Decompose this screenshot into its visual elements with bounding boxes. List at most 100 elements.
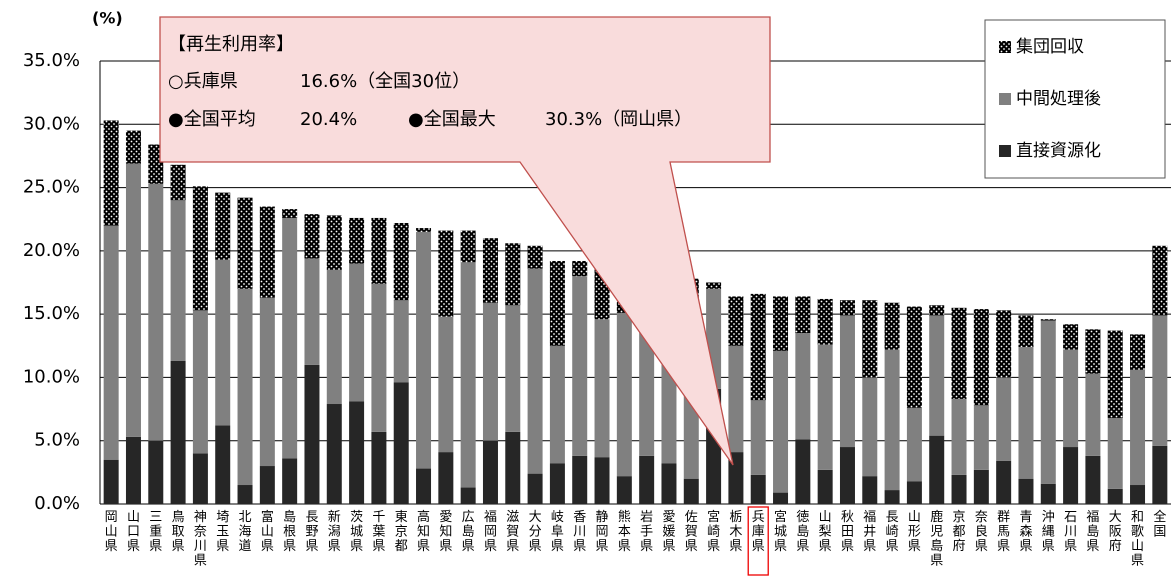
bar-segment (1130, 334, 1146, 370)
bar-segment (416, 228, 432, 232)
bar-segment (750, 293, 766, 401)
bar-segment (527, 268, 543, 474)
bar-segment (951, 398, 967, 475)
bar-segment (482, 302, 498, 441)
bar-segment (304, 258, 320, 365)
x-tick-label: 群馬県 (997, 510, 1010, 554)
bar-segment (282, 209, 298, 218)
bar-segment (1040, 320, 1056, 484)
legend-label: 直接資源化 (1016, 141, 1101, 161)
bar-segment (973, 405, 989, 470)
x-tick-label: 栃木県 (729, 510, 742, 554)
bar-segment (1107, 330, 1123, 418)
y-tick-label: 10.0% (23, 366, 80, 387)
y-tick-label: 0.0% (34, 493, 80, 514)
bar-segment (1040, 319, 1056, 321)
x-tick-label: 奈良県 (975, 510, 988, 554)
bar-segment (460, 230, 476, 263)
bar-segment (750, 474, 766, 504)
callout-text: ●全国平均 (168, 109, 256, 130)
bar-segment (215, 425, 231, 504)
legend-box (984, 19, 1166, 179)
bar-segment (237, 288, 253, 486)
bar-segment (862, 476, 878, 504)
bar-segment (1130, 485, 1146, 504)
x-tick-label: 新潟県 (328, 509, 341, 554)
bar-segment (215, 259, 231, 426)
bar-segment (973, 309, 989, 406)
x-tick-label: 長野県 (305, 510, 318, 554)
bar-segment (906, 407, 922, 482)
x-tick-label: 鳥取県 (172, 510, 185, 554)
bar-segment (839, 300, 855, 316)
x-tick-label: 山梨県 (819, 510, 832, 554)
bar-segment (1152, 315, 1168, 446)
bar-segment (706, 282, 722, 289)
bar-segment (282, 458, 298, 504)
bar-segment (505, 305, 521, 432)
legend-swatch (999, 145, 1011, 157)
bar-segment (371, 217, 387, 284)
bar-segment (884, 349, 900, 491)
bar-segment (884, 490, 900, 504)
bar-segment (862, 300, 878, 378)
x-tick-label: 佐賀県 (685, 510, 698, 554)
bar-segment (416, 231, 432, 469)
bar-segment (996, 377, 1012, 461)
x-tick-label: 大分県 (529, 510, 542, 554)
bar-segment (728, 296, 744, 346)
bar-segment (549, 345, 565, 464)
x-tick-label: 石川県 (1064, 510, 1077, 554)
x-tick-label: 島根県 (283, 510, 296, 554)
bar-segment (215, 192, 231, 260)
x-tick-label: 鹿児島県 (930, 509, 943, 569)
bar-segment (572, 455, 588, 504)
legend-label: 集団回収 (1016, 37, 1084, 57)
y-tick-label: 20.0% (23, 240, 80, 261)
x-tick-label: 北海道 (239, 510, 252, 554)
bar-segment (906, 481, 922, 504)
bar-segment (839, 447, 855, 504)
bar-segment (349, 217, 365, 264)
x-tick-label: 長崎県 (886, 510, 899, 554)
bar-segment (929, 315, 945, 436)
bar-segment (728, 345, 744, 453)
bar-segment (170, 360, 186, 504)
x-tick-label: 岡山県 (105, 510, 118, 554)
bar-segment (795, 333, 811, 440)
y-tick-label: 35.0% (23, 50, 80, 71)
bar-segment (103, 120, 119, 226)
bar-segment (1018, 347, 1034, 479)
bar-segment (103, 459, 119, 504)
bar-segment (616, 312, 632, 477)
bar-segment (839, 315, 855, 448)
bar-segment (192, 310, 208, 454)
bar-segment (527, 473, 543, 504)
bar-segment (416, 468, 432, 504)
x-tick-label: 香川県 (573, 510, 586, 554)
y-axis-label: (%) (92, 9, 123, 28)
x-tick-label: 秋田県 (841, 510, 854, 554)
x-tick-label: 滋賀県 (506, 510, 519, 554)
bar-segment (326, 269, 342, 405)
bar-segment (1107, 488, 1123, 504)
bar-segment (1152, 445, 1168, 504)
bar-segment (349, 263, 365, 402)
bar-segment (259, 466, 275, 504)
x-tick-label: 千葉県 (372, 510, 385, 554)
legend-swatch (999, 41, 1011, 53)
bar-segment (594, 319, 610, 458)
bar-segment (349, 401, 365, 504)
bar-segment (460, 262, 476, 488)
callout-box (159, 16, 771, 466)
x-tick-label: 福岡県 (484, 510, 497, 554)
bar-segment (460, 487, 476, 504)
bar-segment (1130, 369, 1146, 486)
x-tick-label: 青森県 (1019, 510, 1032, 554)
bar-segment (326, 404, 342, 504)
x-tick-label: 宮城県 (774, 509, 787, 554)
y-tick-label: 30.0% (23, 113, 80, 134)
bar-segment (773, 492, 789, 504)
